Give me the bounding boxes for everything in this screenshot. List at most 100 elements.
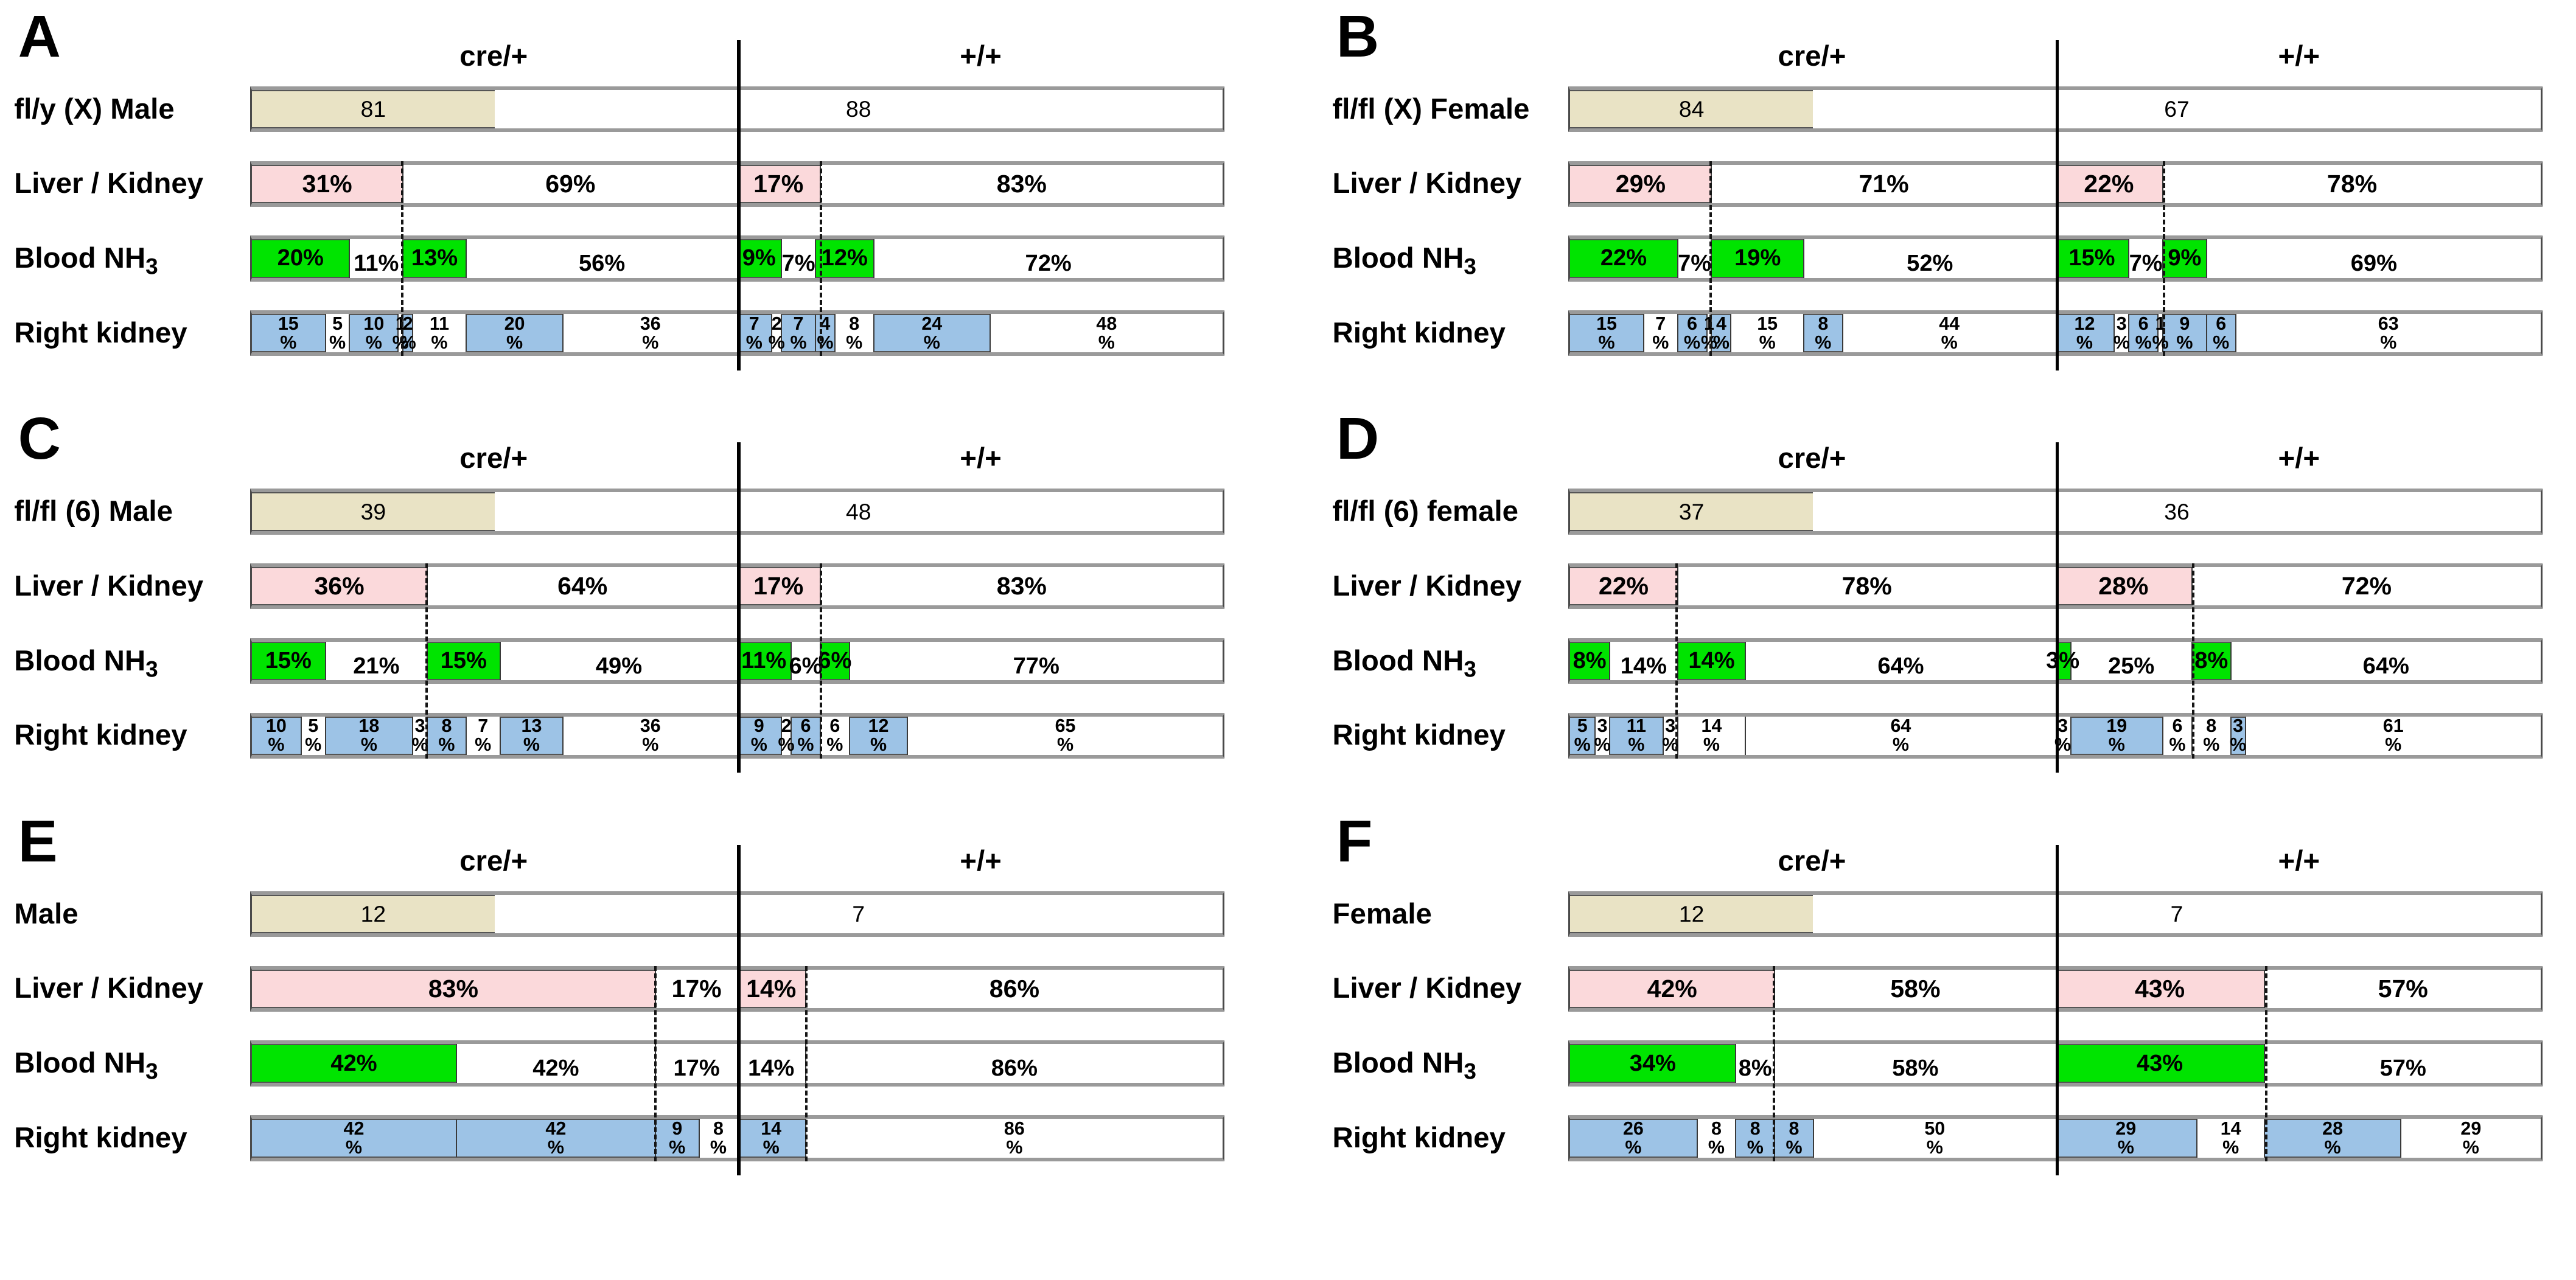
bar-segment: 11%	[349, 239, 403, 278]
right-kidney-label: Right kidney	[1332, 1121, 1506, 1154]
percent-sign: %	[2169, 734, 2186, 756]
segment-label: 43%	[2136, 1050, 2183, 1076]
segment-value: 5	[332, 313, 343, 334]
percent-sign: %	[1652, 332, 1669, 353]
bar-segment: 8%	[698, 1119, 738, 1158]
segment-value: 20	[504, 313, 525, 334]
segment-value: 2	[402, 313, 413, 334]
bar-segment: 57%	[2264, 969, 2541, 1009]
bar-segment: 6%	[789, 641, 823, 681]
segment-label: 78%	[2326, 169, 2378, 198]
genotype-headers: cre/+ +/+	[1568, 442, 2543, 475]
segment-label: 36%	[314, 572, 365, 600]
bar-segment: 52%	[1803, 239, 2056, 278]
segment-value: 8	[1750, 1118, 1761, 1139]
bar-segment: 11%	[737, 641, 791, 681]
bar-segment: 6%	[2128, 314, 2158, 353]
bar-segment: 84	[1570, 89, 1813, 129]
percent-sign: %	[1574, 734, 1591, 756]
genotype-headers: cre/+ +/+	[1568, 844, 2543, 878]
bar-segment: 7%	[1677, 239, 1712, 278]
segment-label: 28%	[2098, 572, 2149, 600]
bar-segment: 9%	[2162, 313, 2206, 353]
blood-nh3-label: Blood NH3	[14, 1047, 158, 1084]
bar-segment: 57%	[2264, 1044, 2541, 1083]
bar-segment: 61%	[2244, 715, 2541, 755]
panel-letter: D	[1336, 405, 1380, 472]
bar-segment: 24%	[873, 314, 990, 353]
percent-sign: %	[438, 734, 455, 756]
segment-value: 8	[713, 1118, 724, 1139]
segment-label: 14%	[748, 1056, 795, 1082]
half-wt: 15% 7% 9% 69%	[2055, 239, 2541, 278]
half-cre: 84	[1570, 89, 2055, 129]
bar-counts: 81 88	[250, 86, 1224, 133]
segment-value: 11	[1626, 715, 1646, 737]
segment-label: 48%	[991, 314, 1223, 352]
bar-segment: 1%	[2152, 314, 2169, 353]
liver-kidney-label: Liver / Kidney	[1332, 167, 1522, 200]
segment-label: 6%	[2129, 314, 2157, 352]
bar-segment: 36%	[562, 314, 738, 353]
segment-value: 15	[277, 313, 299, 334]
bar-segment: 72%	[873, 239, 1223, 278]
segment-label: 69%	[545, 169, 596, 198]
segment-value: 65	[1055, 715, 1076, 737]
segment-label: 6%	[2207, 314, 2235, 352]
half-wt: 3% 25% 8% 64%	[2046, 641, 2541, 681]
percent-sign: %	[280, 332, 297, 353]
bar-kidney: 15% 7% 6% 1% 4% 15% 8% 44% 12% 3% 6% 1% 9% 6% 63%	[1568, 310, 2543, 357]
bar-segment: 3%	[412, 717, 428, 755]
bar-counts: 39 48	[250, 489, 1224, 535]
row-blood: Blood NH3 34% 8% 58% 43% 57%	[1333, 1040, 2543, 1087]
segment-label: 15%	[1570, 314, 1643, 352]
segment-label: 56%	[578, 251, 626, 277]
bar-segment: 86%	[805, 1119, 1223, 1158]
segment-label: 12%	[850, 717, 907, 754]
bar-segment: 15%	[427, 641, 500, 681]
segment-value: 18	[358, 715, 380, 737]
half-cre: 22% 78%	[1570, 567, 2056, 606]
bar-segment: 3%	[1662, 717, 1678, 755]
subject-label: fl/fl (6) female	[1332, 495, 1518, 528]
genotype-headers: cre/+ +/+	[250, 40, 1224, 73]
bar-segment: 10%	[252, 717, 301, 755]
segment-value: 9	[2179, 313, 2190, 334]
segment-label: 14%	[1678, 717, 1745, 755]
percent-sign: %	[2222, 1136, 2239, 1158]
segment-label: 8%	[700, 1119, 738, 1157]
bar-segment: 81	[252, 89, 495, 129]
segment-label: 15%	[2068, 245, 2115, 271]
row-kidney: Right kidney 5% 3% 11% 3% 14% 64% 3% 19% 6% 8% 3% 61…	[1333, 712, 2543, 759]
half-wt: 43% 57%	[2055, 969, 2541, 1009]
segment-label: 15%	[1731, 314, 1803, 352]
panel-letter: C	[18, 405, 61, 472]
percent-sign: %	[2324, 1136, 2341, 1158]
genotype-header-wt: +/+	[960, 442, 1002, 475]
half-cre: 42% 58%	[1570, 969, 2056, 1009]
percent-sign: %	[360, 734, 377, 756]
bar-segment: 64%	[1745, 641, 2056, 681]
bar-segment: 4%	[1711, 314, 1731, 353]
segment-label: 36	[2164, 498, 2190, 524]
segment-value: 61	[2382, 715, 2404, 737]
segment-label: 86%	[806, 1119, 1223, 1157]
segment-label: 6%	[2163, 717, 2191, 755]
genotype-headers: cre/+ +/+	[250, 442, 1224, 475]
segment-label: 4%	[1712, 314, 1730, 352]
segment-label: 11%	[741, 648, 787, 674]
row-liver: Liver / Kidney 22% 78% 28% 72%	[1333, 563, 2543, 610]
segment-value: 2	[771, 313, 782, 334]
segment-label: 7%	[1678, 251, 1712, 277]
percent-sign: %	[365, 332, 382, 353]
bar-segment: 8%	[1735, 1118, 1775, 1158]
segment-label: 42%	[1647, 974, 1697, 1003]
subject-label: fl/fl (X) Female	[1332, 92, 1530, 125]
segment-label: 57%	[2378, 974, 2428, 1003]
segment-value: 8	[849, 313, 860, 334]
segment-label: 42%	[532, 1056, 579, 1082]
segment-label: 3%	[412, 717, 428, 755]
bar-blood: 22% 7% 19% 52% 15% 7% 9% 69%	[1568, 235, 2543, 282]
bar-segment: 34%	[1570, 1044, 1736, 1083]
percent-sign: %	[923, 332, 940, 353]
